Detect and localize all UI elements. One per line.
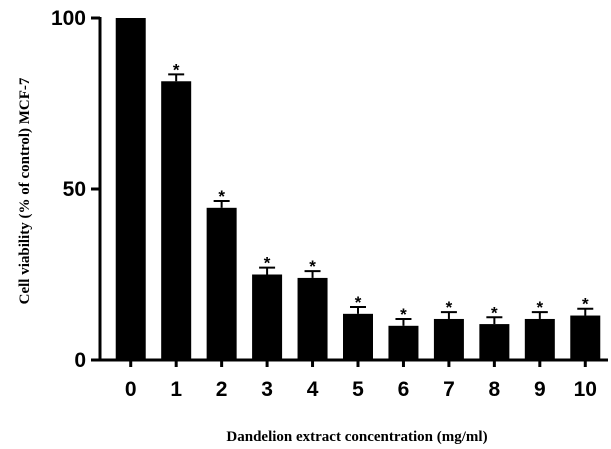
bar [206, 207, 237, 360]
bars [115, 18, 601, 361]
bar [297, 277, 328, 360]
x-tick-label: 5 [352, 378, 364, 401]
bar [524, 318, 555, 360]
x-tick-label: 4 [307, 378, 319, 401]
significance-mark: * [218, 187, 225, 206]
y-axis-title: Cell viability (% of control) MCF-7 [17, 77, 33, 304]
x-axis: 0 1 2 3 4 5 6 7 8 9 10 [99, 358, 608, 401]
x-tick-label: 9 [534, 378, 546, 401]
y-axis: 0 50 100 [51, 7, 102, 372]
x-tick-label: 0 [125, 378, 137, 401]
significance-mark: * [309, 257, 316, 276]
significance-mark: * [537, 298, 544, 317]
significance-marks: * * * * * * * * * * [173, 60, 589, 324]
y-tick-label: 100 [51, 7, 86, 30]
significance-mark: * [491, 303, 498, 322]
bar [115, 18, 146, 360]
bar [343, 313, 373, 360]
error-bars [168, 73, 594, 326]
x-tick-label: 3 [261, 378, 273, 401]
bar [388, 325, 419, 360]
x-tick-label: 8 [489, 378, 501, 401]
x-tick-label: 6 [398, 378, 410, 401]
significance-mark: * [400, 305, 407, 324]
x-tick-label: 7 [443, 378, 455, 401]
bar [570, 315, 601, 360]
y-tick-label: 50 [63, 178, 86, 201]
significance-mark: * [446, 298, 453, 317]
x-tick-label: 2 [216, 378, 228, 401]
y-tick-label: 0 [74, 349, 86, 372]
x-axis-title: Dandelion extract concentration (mg/ml) [226, 429, 487, 445]
bar [252, 274, 283, 360]
x-tick-label: 10 [574, 378, 597, 401]
significance-mark: * [355, 293, 362, 312]
bar [479, 324, 510, 360]
significance-mark: * [582, 295, 589, 314]
significance-mark: * [173, 60, 180, 79]
significance-mark: * [264, 254, 271, 273]
bar [433, 318, 464, 360]
bar [161, 81, 192, 361]
x-tick-label: 1 [170, 378, 182, 401]
